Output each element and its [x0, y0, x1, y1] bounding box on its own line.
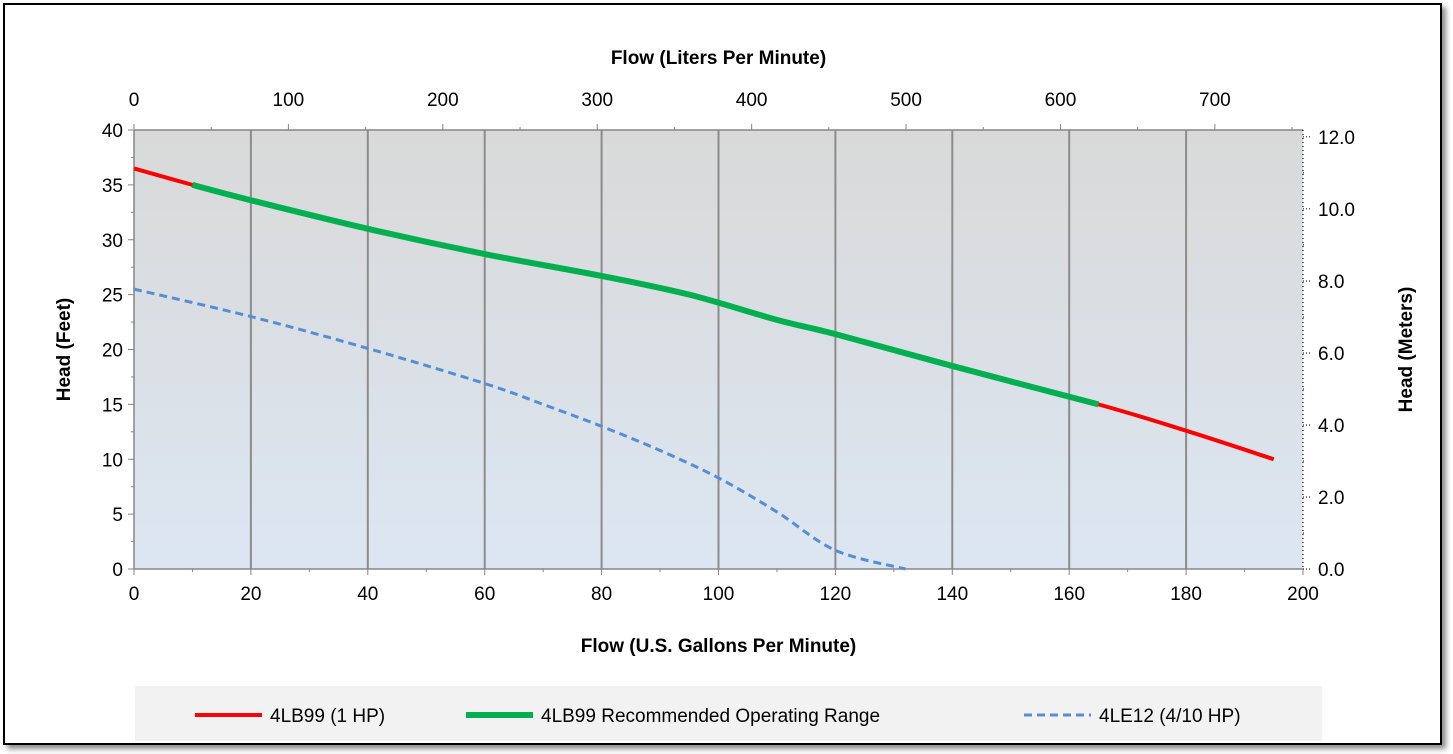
x-top-tick-label: 200 — [427, 90, 459, 111]
x-top-tick-label: 300 — [581, 90, 613, 111]
y-right-tick-label: 0.0 — [1318, 560, 1344, 581]
x-tick-label: 100 — [703, 584, 735, 605]
y-tick-label: 10 — [102, 450, 123, 471]
x-tick-label: 40 — [357, 584, 378, 605]
legend-label: 4LE12 (4/10 HP) — [1099, 706, 1241, 727]
y-right-axis-title: Head (Meters) — [1396, 287, 1417, 413]
x-top-tick-label: 700 — [1199, 90, 1231, 111]
x-top-axis-title: Flow (Liters Per Minute) — [611, 48, 826, 69]
series-4le12-line — [133, 287, 906, 571]
y-right-tick-label: 12.0 — [1318, 128, 1355, 149]
x-tick-label: 180 — [1170, 584, 1202, 605]
x-top-tick-label: 0 — [129, 90, 140, 111]
x-tick-label: 200 — [1287, 584, 1319, 605]
y-tick-label: 35 — [102, 176, 123, 197]
legend-label: 4LB99 (1 HP) — [270, 706, 385, 727]
series-4lb99-recommended-line — [191, 181, 1100, 408]
y-right-tick-label: 6.0 — [1318, 344, 1344, 365]
y-axis-title: Head (Feet) — [54, 298, 75, 401]
y-right-tick-label: 4.0 — [1318, 416, 1344, 437]
y-right-tick-label: 2.0 — [1318, 488, 1344, 509]
y-right-tick-label: 10.0 — [1318, 200, 1355, 221]
y-tick-label: 20 — [102, 341, 123, 362]
y-right-tick-label: 8.0 — [1318, 272, 1344, 293]
legend-box — [135, 686, 1322, 741]
x-tick-label: 0 — [129, 584, 140, 605]
y-tick-label: 5 — [112, 505, 123, 526]
x-tick-label: 140 — [936, 584, 968, 605]
y-tick-label: 40 — [102, 121, 123, 142]
x-tick-label: 80 — [591, 584, 612, 605]
y-tick-label: 0 — [112, 560, 123, 581]
y-tick-label: 30 — [102, 231, 123, 252]
x-top-tick-label: 400 — [736, 90, 768, 111]
x-tick-label: 20 — [240, 584, 261, 605]
x-tick-label: 120 — [820, 584, 852, 605]
x-top-tick-label: 600 — [1045, 90, 1077, 111]
y-tick-label: 25 — [102, 286, 123, 307]
legend-label: 4LB99 Recommended Operating Range — [541, 706, 880, 727]
y-tick-label: 15 — [102, 395, 123, 416]
x-tick-label: 60 — [474, 584, 495, 605]
x-tick-label: 160 — [1053, 584, 1085, 605]
x-top-tick-label: 500 — [890, 90, 922, 111]
x-axis-title: Flow (U.S. Gallons Per Minute) — [581, 636, 857, 657]
x-top-tick-label: 100 — [273, 90, 305, 111]
